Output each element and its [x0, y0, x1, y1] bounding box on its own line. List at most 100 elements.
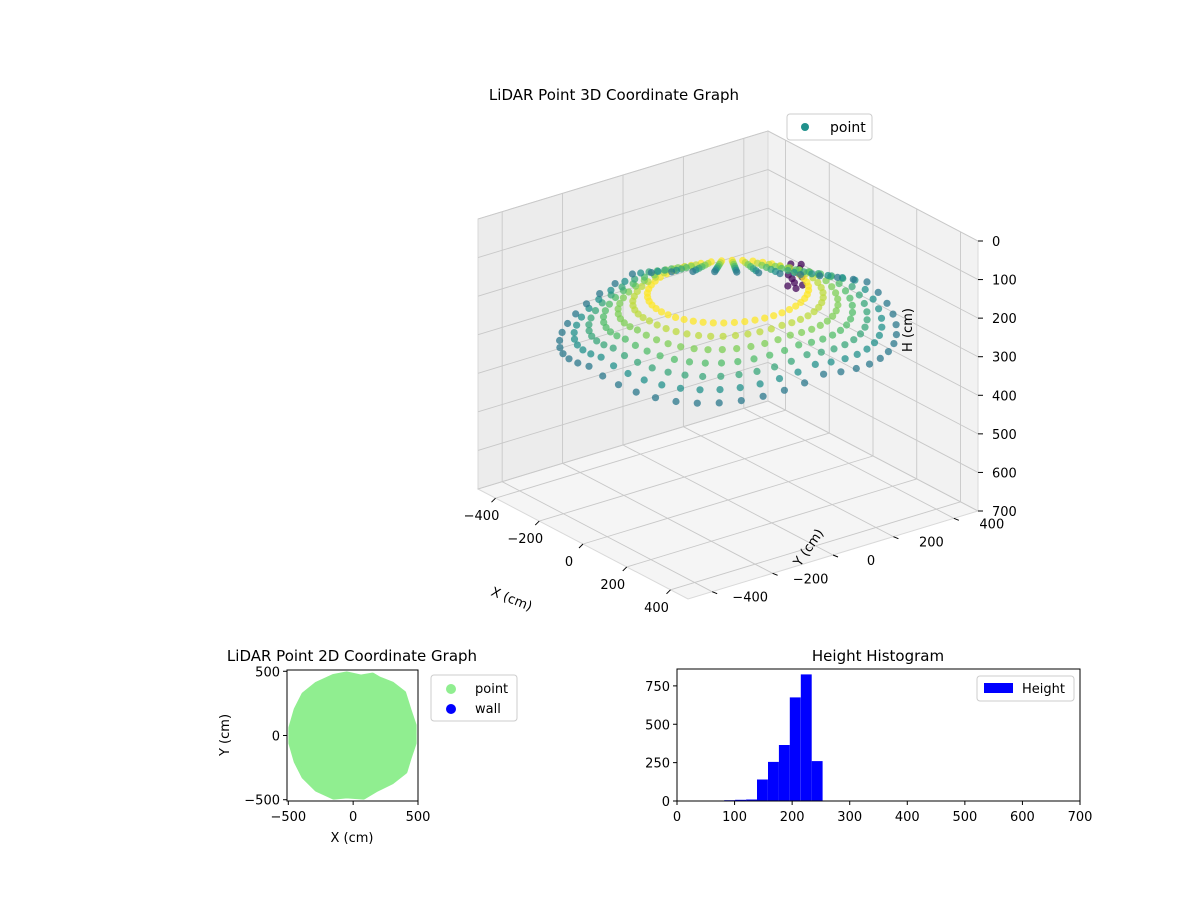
point-3d — [651, 394, 660, 402]
chart-2d-xlabel: X (cm) — [331, 831, 374, 846]
point-3d — [664, 368, 672, 376]
point-3d — [719, 332, 727, 340]
point-3d — [819, 335, 827, 343]
chart-2d-ylabel: Y (cm) — [218, 714, 233, 757]
x-tick-label: 700 — [1068, 810, 1093, 825]
x-tick-label: 200 — [780, 810, 805, 825]
point-3d — [790, 279, 799, 287]
point-3d — [892, 331, 901, 339]
point-3d — [689, 317, 697, 325]
chart-3d-points — [556, 256, 901, 407]
point-3d — [756, 328, 764, 336]
point-3d — [572, 310, 580, 318]
point-3d — [766, 351, 774, 359]
y-tick-label: 500 — [645, 718, 670, 733]
point-3d — [750, 355, 758, 363]
point-3d — [883, 299, 891, 307]
point-3d — [744, 330, 752, 338]
y-tick-label: 0 — [272, 730, 280, 745]
point-3d — [853, 350, 861, 358]
x-tick-label: 500 — [406, 810, 431, 825]
x-tick-label: 0 — [565, 555, 573, 570]
plot-frame-hist — [676, 668, 1081, 802]
point-3d — [565, 355, 573, 363]
point-3d — [556, 344, 564, 352]
grid-y-floor — [501, 481, 713, 593]
point-3d — [796, 315, 805, 323]
grid-z-back — [767, 400, 979, 512]
point-3d — [892, 321, 900, 329]
point-3d — [599, 313, 608, 321]
point-3d — [847, 315, 855, 323]
point-3d — [730, 318, 739, 327]
point-3d — [861, 285, 869, 294]
point-3d — [832, 307, 840, 315]
y-tick-label: 750 — [645, 680, 670, 695]
point-3d — [734, 358, 742, 366]
histogram-title: Height Histogram — [812, 647, 944, 665]
x-tick-label: 100 — [722, 810, 747, 825]
y-tick — [832, 554, 839, 558]
point-3d — [786, 331, 794, 339]
x-tick-label: −200 — [507, 532, 543, 547]
point-3d — [841, 287, 850, 295]
point-3d — [607, 286, 615, 294]
point-3d — [601, 307, 610, 315]
point-3d — [784, 282, 792, 290]
point-3d — [585, 321, 593, 329]
point-3d — [848, 301, 856, 309]
point-3d — [670, 355, 679, 363]
point-3d — [861, 323, 869, 331]
x-tick — [622, 566, 628, 572]
point-3d — [642, 331, 650, 339]
point-3d — [633, 326, 642, 334]
point-3d — [863, 316, 871, 324]
point-3d — [681, 371, 689, 379]
grid-y-floor — [562, 462, 773, 574]
point-3d — [870, 339, 879, 347]
point-3d — [614, 381, 623, 389]
point-3d — [792, 284, 800, 293]
point-3d — [662, 325, 670, 333]
z-tick-label: 200 — [992, 312, 1017, 327]
point-3d — [837, 368, 845, 376]
histogram-bar — [768, 761, 779, 801]
point-3d — [849, 275, 857, 283]
point-3d — [610, 362, 618, 370]
point-3d — [677, 343, 685, 351]
point-3d — [585, 362, 593, 370]
point-3d — [559, 350, 567, 358]
histogram-legend-swatch — [984, 683, 1013, 693]
point-3d — [672, 328, 680, 336]
point-3d — [656, 352, 664, 360]
grid-z-left — [477, 130, 769, 220]
point-3d — [787, 357, 795, 365]
point-3d — [648, 364, 656, 372]
chart-2d-legend-marker-point — [446, 684, 456, 694]
point-3d — [717, 372, 725, 380]
point-3d — [709, 319, 717, 327]
x-tick-label: 300 — [837, 810, 862, 825]
point-3d — [647, 269, 656, 277]
grid-z-back — [767, 169, 979, 280]
grid-z-back — [767, 323, 979, 435]
point-3d — [564, 319, 572, 328]
point-3d — [577, 313, 586, 321]
point-3d — [751, 316, 759, 324]
point-3d — [632, 388, 640, 396]
z-tick-label: 0 — [992, 235, 1000, 250]
point-3d — [699, 318, 707, 326]
point-3d — [767, 325, 775, 333]
point-3d — [878, 323, 886, 331]
point-3d — [794, 368, 802, 376]
point-3d — [689, 267, 697, 276]
point-3d — [816, 321, 824, 329]
point-3d — [690, 345, 698, 353]
point-3d — [756, 380, 764, 388]
point-3d — [803, 351, 811, 359]
z-tick-label: 600 — [992, 466, 1017, 481]
point-3d — [645, 317, 654, 325]
point-3d — [587, 350, 595, 358]
point-3d — [852, 364, 860, 373]
